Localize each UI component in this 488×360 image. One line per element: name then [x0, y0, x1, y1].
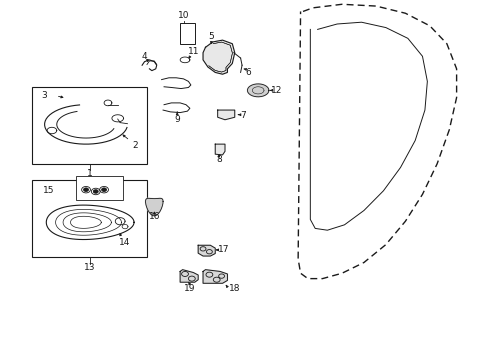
Polygon shape — [180, 270, 198, 282]
Bar — [32, 87, 147, 164]
Polygon shape — [215, 144, 224, 155]
Circle shape — [93, 190, 98, 193]
Text: 19: 19 — [184, 284, 195, 293]
Polygon shape — [203, 40, 234, 74]
Polygon shape — [203, 270, 227, 283]
Text: 18: 18 — [228, 284, 240, 293]
Text: 3: 3 — [41, 91, 47, 100]
Text: 2: 2 — [132, 141, 137, 150]
Text: 10: 10 — [178, 10, 189, 19]
Polygon shape — [198, 245, 215, 256]
Text: 6: 6 — [245, 68, 251, 77]
Text: 13: 13 — [84, 263, 95, 272]
Text: 15: 15 — [42, 185, 54, 194]
Text: 8: 8 — [216, 155, 222, 164]
Text: 1: 1 — [87, 170, 92, 179]
Polygon shape — [217, 110, 234, 120]
Circle shape — [102, 188, 106, 192]
Text: 5: 5 — [208, 32, 214, 41]
Text: 11: 11 — [187, 47, 199, 56]
Bar — [76, 176, 122, 200]
Polygon shape — [145, 198, 163, 216]
Text: 17: 17 — [217, 246, 229, 255]
Text: 16: 16 — [148, 212, 160, 221]
Text: 14: 14 — [119, 238, 130, 247]
Text: 9: 9 — [174, 114, 180, 123]
Text: 12: 12 — [270, 86, 281, 95]
Text: 7: 7 — [240, 111, 246, 120]
Text: 4: 4 — [141, 52, 146, 61]
Bar — [32, 180, 147, 257]
Polygon shape — [247, 84, 268, 97]
Bar — [180, 23, 194, 44]
Circle shape — [83, 188, 88, 192]
